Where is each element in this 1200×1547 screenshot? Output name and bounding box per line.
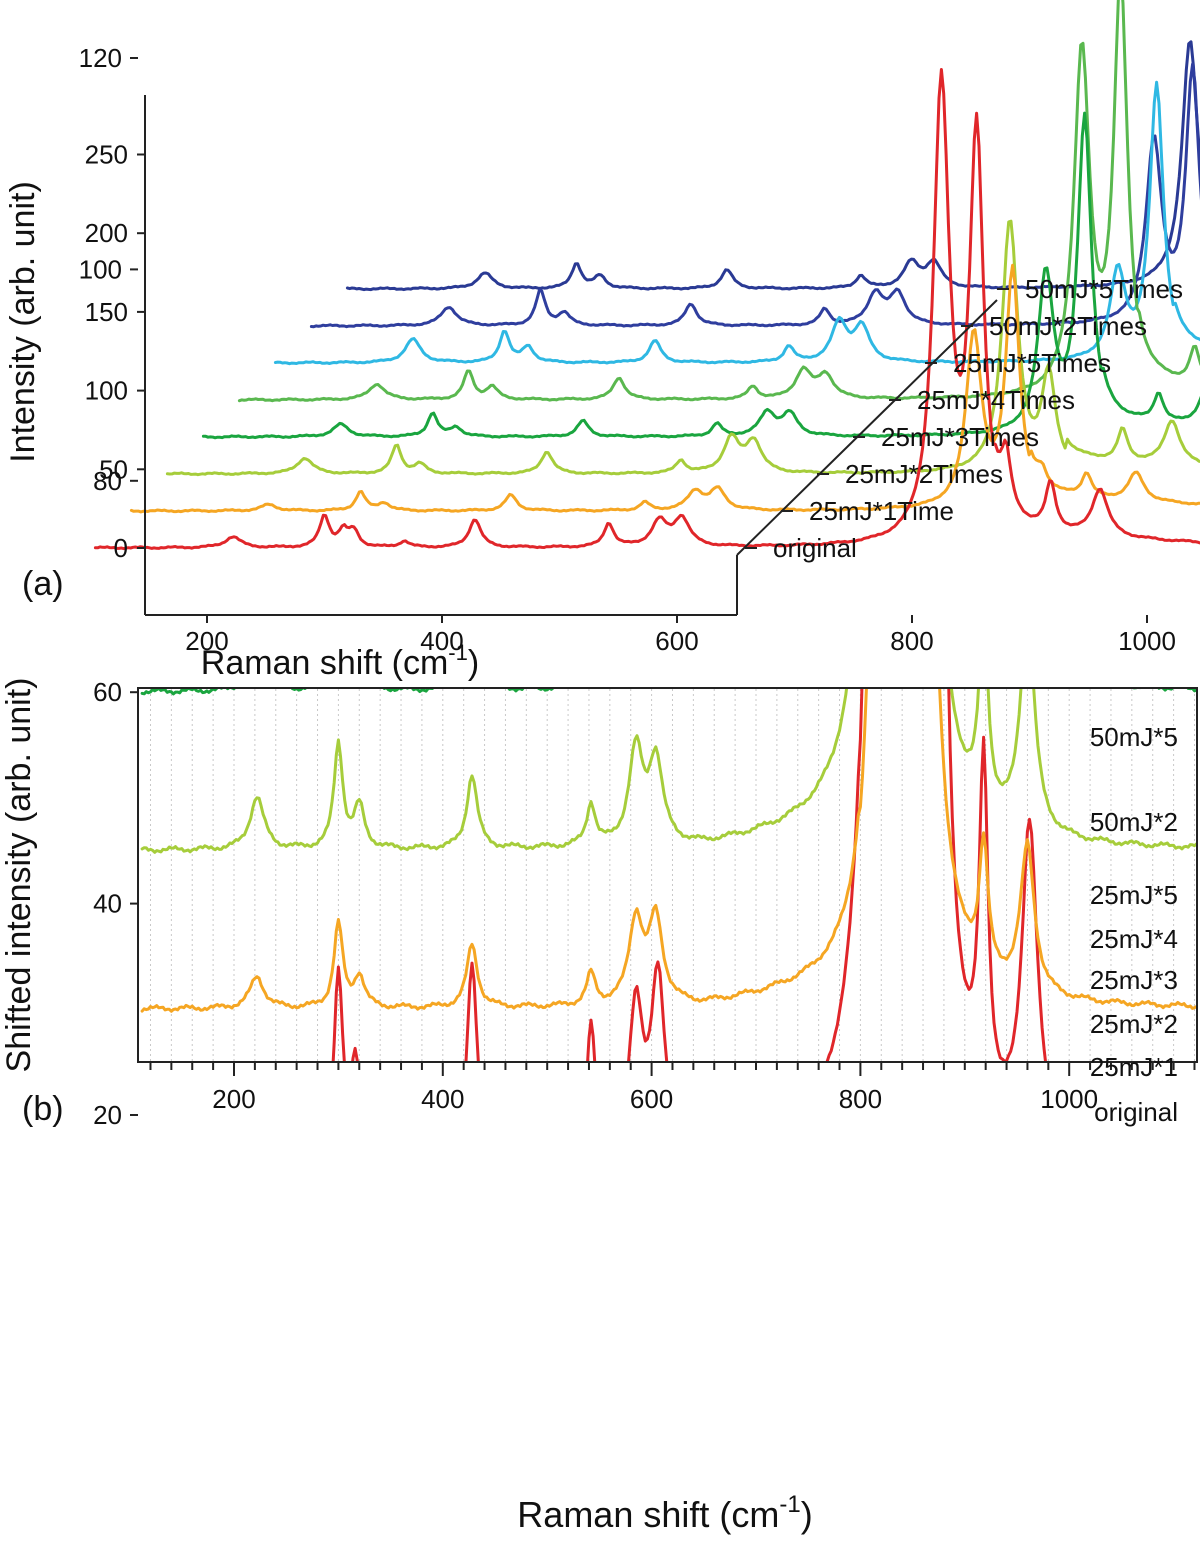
panel-b-series-labels: 50mJ*5 50mJ*2 25mJ*5 25mJ*4 25mJ*3 25mJ*2 25mJ… [1090, 722, 1178, 1127]
panel-a-x-tick-label: 1000 [1118, 626, 1176, 656]
panel-b-label: (b) [22, 1090, 64, 1128]
panel-b-y-tick-label: 100 [79, 254, 122, 284]
panel-b-x-label: Raman shift (cm-1) [517, 1491, 812, 1535]
panel-b-series-1 [140, 688, 1197, 1013]
panel-b-series-2 [140, 688, 1197, 854]
panel-a-x-tick-label: 800 [890, 626, 933, 656]
panel-a-depth-axis [736, 299, 998, 556]
panel-b-y-ticks: 20406080100120140 [79, 43, 138, 1130]
panel-b-series-label: 50mJ*2 [1090, 807, 1178, 837]
panel-a-series-label: 25mJ*2Times [845, 459, 1003, 489]
panel-b-y-tick-label: 20 [93, 1100, 122, 1130]
panel-a-series-3 [201, 111, 1200, 440]
panel-a-x-label-main: Raman shift (cm [201, 644, 449, 682]
panel-a-series-label: 50mJ*5Times [1025, 274, 1183, 304]
panel-a-y-tick-label: 150 [85, 297, 128, 327]
panel-b-series-4 [142, 0, 1200, 535]
panel-a-y-tick-label: 50 [99, 454, 128, 484]
panel-b-x-ticks: 200 400 600 800 1000 [149, 1062, 1196, 1114]
panel-a-spectra [93, 0, 1200, 551]
panel-b-y-tick-label: 60 [93, 677, 122, 707]
panel-b-x-tick-label: 800 [839, 1084, 882, 1114]
panel-b-spectra [140, 0, 1200, 1062]
panel-b-series-0 [331, 688, 1048, 1062]
panel-a-series-label: 50mJ*2Times [989, 311, 1147, 341]
panel-a-y-label: Intensity (arb. unit) [4, 181, 42, 463]
panel-a-x-tick-label: 600 [655, 626, 698, 656]
panel-a-series-label: 25mJ*1Time [809, 496, 954, 526]
panel-b-y-tick-label: 80 [93, 466, 122, 496]
panel-b-series-label: 50mJ*5 [1090, 722, 1178, 752]
panel-a-y-tick-label: 200 [85, 218, 128, 248]
panel-a-y-tick-label: 0 [114, 533, 128, 563]
panel-b-x-label-sup: -1 [779, 1491, 800, 1518]
panel-b-y-label: Shifted intensity (arb. unit) [0, 678, 38, 1073]
panel-a-series-7 [345, 40, 1200, 292]
panel-a-series-label: 25mJ*3Times [881, 422, 1039, 452]
panel-a-x-tick-label: 200 [185, 626, 228, 656]
panel-b-series-label: original [1094, 1097, 1178, 1127]
panel-b-x-tick-label: 1000 [1040, 1084, 1098, 1114]
panel-b-series-label: 25mJ*2 [1090, 1009, 1178, 1039]
panel-a-series-0 [93, 68, 1200, 551]
panel-a-x-label-close: ) [468, 644, 479, 682]
panel-b-x-tick-label: 200 [212, 1084, 255, 1114]
panel-b-x-label-main: Raman shift (cm [517, 1494, 779, 1535]
panel-b-series-label: 25mJ*1 [1090, 1052, 1178, 1082]
panel-a-series-4 [237, 0, 1200, 403]
panel-a-y-tick-label: 100 [85, 376, 128, 406]
panel-b-y-tick-label: 120 [79, 43, 122, 73]
panel-a-x-label-sup: -1 [448, 640, 468, 665]
panel-b-series-7 [142, 0, 1200, 59]
panel-a-series-6 [309, 62, 1200, 329]
panel-b-series-6 [142, 0, 1200, 218]
panel-b-series-label: 25mJ*4 [1090, 924, 1178, 954]
panel-b-series-label: 25mJ*5 [1090, 880, 1178, 910]
panel-a-series-5 [273, 80, 1200, 366]
panel-b-x-label-close: ) [801, 1494, 813, 1535]
panel-a-series-label: 25mJ*4Times [917, 385, 1075, 415]
panel-b-frame [137, 687, 1198, 1063]
panel-a-series-1 [129, 263, 1200, 514]
panel-b-y-tick-label: 40 [93, 889, 122, 919]
panel-a-y-tick-label: 250 [85, 140, 128, 170]
panel-b-series-3 [140, 688, 1197, 696]
panel-a-label: (a) [22, 565, 64, 603]
panel-b-x-tick-label: 400 [421, 1084, 464, 1114]
panel-a-series-label: 25mJ*5Times [953, 348, 1111, 378]
panel-a-x-label: Raman shift (cm-1) [201, 640, 479, 682]
panel-a-depth-ticks: 50mJ*5Times 50mJ*2Times 25mJ*5Times 25mJ*4T… [745, 274, 1183, 563]
panel-a-x-tick-label: 400 [420, 626, 463, 656]
panel-a-x-ticks: 200 400 600 800 1000 [185, 615, 1176, 656]
panel-a-series-label: original [773, 533, 857, 563]
panel-b-series-label: 25mJ*3 [1090, 965, 1178, 995]
panel-a-waterfall: 0 50 100 150 200 250 200 400 600 800 1000 50mJ*5T… [4, 0, 1200, 682]
panel-b-x-tick-label: 600 [630, 1084, 673, 1114]
panel-a-y-ticks: 0 50 100 150 200 250 [85, 140, 145, 563]
panel-a-series-2 [165, 219, 1200, 477]
